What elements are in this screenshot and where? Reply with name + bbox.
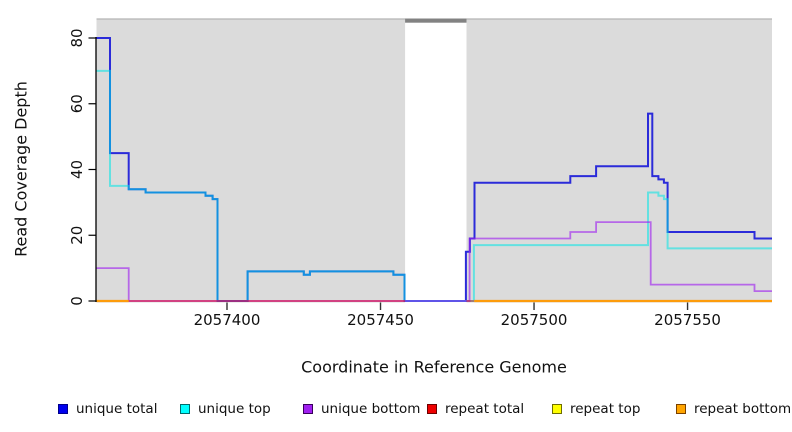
x-tick-label: 2057450 [347, 311, 414, 329]
legend-item-repeat-top: repeat top [552, 402, 640, 416]
y-tick-label: 80 [68, 28, 86, 47]
y-tick-label: 0 [68, 296, 86, 306]
legend-label: repeat total [445, 401, 525, 417]
legend-item-unique-total: unique total [58, 402, 157, 416]
y-axis-title: Read Coverage Depth [11, 81, 31, 257]
legend-label: repeat bottom [694, 401, 792, 417]
gap-marker [405, 18, 467, 23]
legend-label: unique top [198, 401, 271, 417]
x-tick-label: 2057550 [654, 311, 721, 329]
legend-item-repeat-bottom: repeat bottom [676, 402, 791, 416]
legend-swatch-unique-total [58, 404, 68, 414]
legend-item-unique-bottom: unique bottom [303, 402, 420, 416]
legend-label: unique bottom [321, 401, 421, 417]
shaded-region [466, 19, 772, 303]
legend-label: repeat top [570, 401, 641, 417]
shaded-region [96, 19, 406, 303]
legend-swatch-repeat-top [552, 404, 562, 414]
legend-item-unique-top: unique top [180, 402, 271, 416]
series-line-unique-top [96, 69, 772, 302]
plot-svg: 0 20 40 60 80 2057400 2057450 2057500 2057550 [68, 18, 772, 329]
legend-item-repeat-total: repeat total [427, 402, 524, 416]
y-tick-label: 60 [68, 94, 86, 113]
y-tick-label: 40 [68, 160, 86, 179]
x-tick-label: 2057400 [194, 311, 261, 329]
x-axis-title: Coordinate in Reference Genome [301, 357, 567, 377]
legend-swatch-unique-top [180, 404, 190, 414]
x-tick-label: 2057500 [501, 311, 568, 329]
legend-swatch-unique-bottom [303, 404, 313, 414]
y-tick-label: 20 [68, 226, 86, 245]
legend-label: unique total [76, 401, 158, 417]
legend-swatch-repeat-bottom [676, 404, 686, 414]
legend-swatch-repeat-total [427, 404, 437, 414]
